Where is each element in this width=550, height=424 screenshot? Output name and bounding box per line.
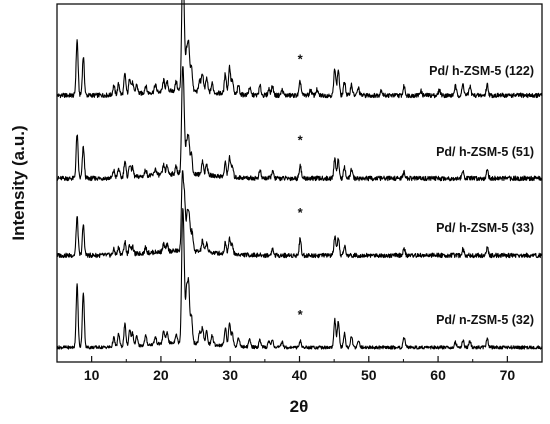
series-label-layer: Pd/ h-ZSM-5 (122) Pd/ h-ZSM-5 (51) Pd/ h-Z…: [429, 64, 534, 327]
peak-marker: *: [298, 133, 304, 148]
series-label: Pd/ h-ZSM-5 (122): [429, 64, 534, 78]
x-axis: 10 20 30 40 50 60 70: [56, 356, 543, 383]
y-axis-title: Intensity (a.u.): [9, 125, 28, 240]
xrd-trace: [56, 66, 543, 182]
series-layer: [56, 0, 543, 350]
x-tick-label: 20: [153, 367, 169, 383]
peak-marker: *: [298, 205, 304, 220]
peak-marker: *: [298, 52, 304, 67]
x-tick-label: 70: [500, 367, 516, 383]
peak-marker-layer: * * * *: [298, 52, 304, 322]
peak-marker: *: [298, 307, 304, 322]
xrd-trace: [56, 0, 543, 99]
x-tick-label: 10: [84, 367, 100, 383]
xrd-trace: [56, 170, 543, 259]
series-label: Pd/ h-ZSM-5 (51): [436, 145, 534, 159]
series-label: Pd/ h-ZSM-5 (33): [436, 221, 534, 235]
xrd-trace: [56, 208, 543, 350]
x-tick-label: 40: [292, 367, 308, 383]
x-tick-label: 30: [222, 367, 238, 383]
x-tick-label: 60: [430, 367, 446, 383]
series-label: Pd/ n-ZSM-5 (32): [436, 313, 534, 327]
x-tick-label: 50: [361, 367, 377, 383]
x-axis-title: 2θ: [290, 397, 309, 416]
